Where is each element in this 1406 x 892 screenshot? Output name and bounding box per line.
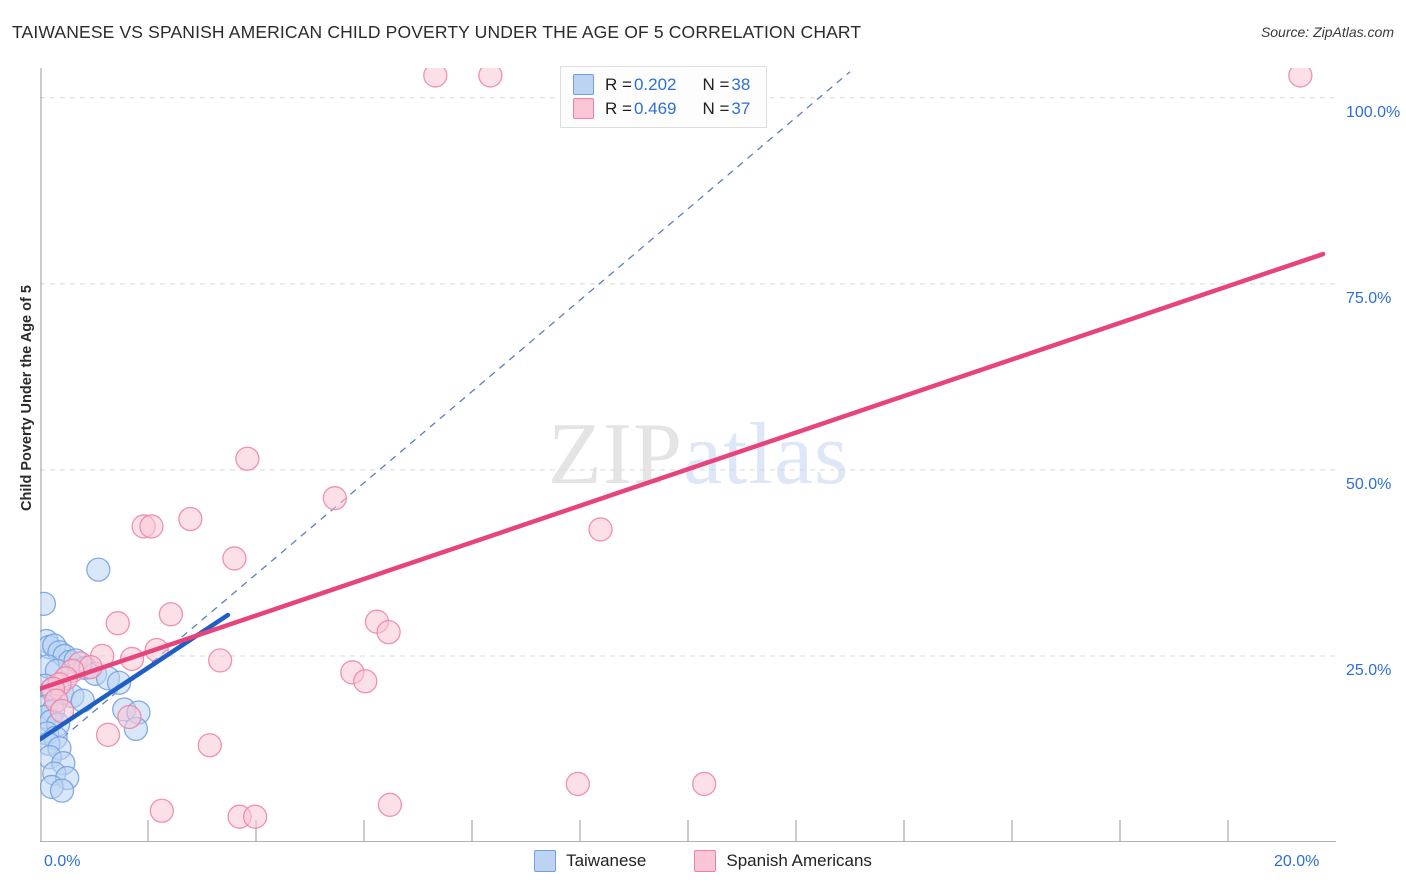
legend-label-spanish-americans: Spanish Americans bbox=[726, 851, 872, 870]
data-point bbox=[242, 804, 268, 829]
legend-color-taiwanese bbox=[534, 850, 557, 872]
y-tick-label-0: 25.0% bbox=[1346, 661, 1392, 679]
n-label-spanish-americans: N = bbox=[702, 98, 730, 118]
data-point bbox=[1288, 68, 1313, 88]
data-point bbox=[49, 778, 75, 803]
data-point bbox=[376, 619, 401, 645]
correlation-stats-legend: R = 0.202 N = 38 R = 0.469 N = 37 bbox=[560, 66, 768, 128]
data-point bbox=[235, 446, 260, 471]
stat-row-spanish-americans: R = 0.469 N = 37 bbox=[573, 98, 752, 119]
r-value-spanish-americans: 0.469 bbox=[633, 98, 677, 118]
data-point bbox=[117, 704, 142, 730]
trendline-spanish-americans bbox=[40, 251, 1326, 691]
data-point bbox=[105, 611, 130, 636]
data-point bbox=[40, 591, 57, 616]
legend-item-spanish-americans[interactable]: Spanish Americans bbox=[694, 850, 872, 872]
stat-row-taiwanese: R = 0.202 N = 38 bbox=[573, 74, 752, 95]
n-label-taiwanese: N = bbox=[702, 74, 730, 94]
scatter-plot-area bbox=[40, 68, 1336, 842]
plot-svg bbox=[40, 68, 1336, 842]
data-point bbox=[139, 514, 164, 539]
data-point bbox=[207, 648, 233, 673]
x-tick-label-min: 0.0% bbox=[44, 853, 81, 870]
r-label-taiwanese: R = bbox=[605, 74, 632, 94]
data-point bbox=[197, 733, 222, 758]
data-point bbox=[423, 68, 448, 88]
r-label-spanish-americans: R = bbox=[605, 98, 632, 118]
data-point bbox=[322, 486, 347, 511]
data-point bbox=[565, 771, 590, 797]
n-value-spanish-americans: 37 bbox=[731, 98, 751, 118]
data-point bbox=[692, 771, 717, 797]
legend-label-taiwanese: Taiwanese bbox=[566, 851, 647, 870]
y-tick-label-2: 75.0% bbox=[1346, 289, 1392, 307]
legend-swatch-spanish-americans bbox=[573, 98, 594, 119]
source-attribution: Source: ZipAtlas.com bbox=[1260, 24, 1394, 40]
data-point bbox=[478, 68, 503, 88]
reference-trendline bbox=[62, 71, 851, 739]
legend-swatch-taiwanese bbox=[573, 74, 594, 95]
series-legend: Taiwanese Spanish Americans bbox=[0, 850, 1406, 872]
y-tick-label-1: 50.0% bbox=[1346, 475, 1392, 493]
y-tick-label-3: 100.0% bbox=[1346, 103, 1401, 121]
legend-item-taiwanese[interactable]: Taiwanese bbox=[534, 850, 646, 872]
data-point bbox=[588, 517, 613, 542]
data-point bbox=[95, 722, 121, 747]
data-point bbox=[353, 669, 378, 694]
r-value-taiwanese: 0.202 bbox=[633, 74, 677, 94]
y-axis-title: Child Poverty Under the Age of 5 bbox=[19, 285, 35, 511]
data-point bbox=[149, 798, 174, 823]
data-point bbox=[178, 506, 203, 532]
page-title: TAIWANESE VS SPANISH AMERICAN CHILD POVE… bbox=[12, 22, 862, 42]
legend-color-spanish-americans bbox=[694, 850, 717, 872]
data-point bbox=[86, 557, 111, 582]
data-point bbox=[222, 546, 247, 571]
series-points-spanish-americans bbox=[40, 68, 1313, 829]
x-tick-label-max: 20.0% bbox=[1274, 853, 1320, 870]
data-point bbox=[158, 602, 184, 627]
data-point bbox=[377, 792, 403, 817]
n-value-taiwanese: 38 bbox=[731, 74, 751, 94]
